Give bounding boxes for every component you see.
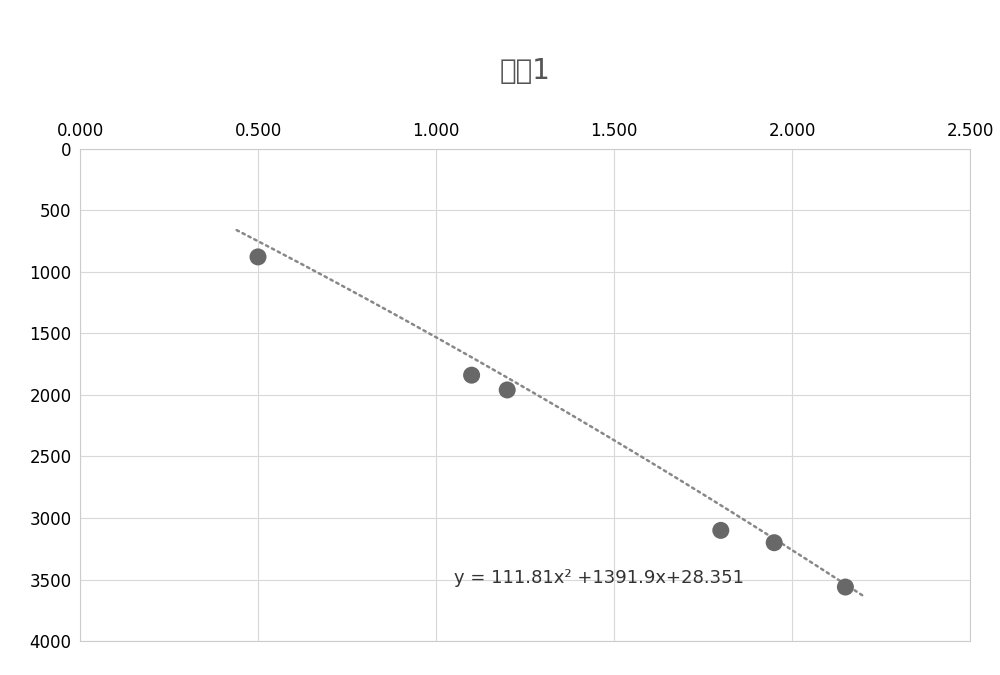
Point	[464, 370, 480, 381]
Point	[766, 537, 782, 548]
Point	[837, 582, 853, 593]
Text: y = 111.81x² +1391.9x+28.351: y = 111.81x² +1391.9x+28.351	[454, 569, 744, 587]
Point	[499, 385, 515, 396]
Point	[713, 525, 729, 536]
Title: 试阱1: 试阱1	[500, 57, 550, 85]
Point	[250, 252, 266, 263]
